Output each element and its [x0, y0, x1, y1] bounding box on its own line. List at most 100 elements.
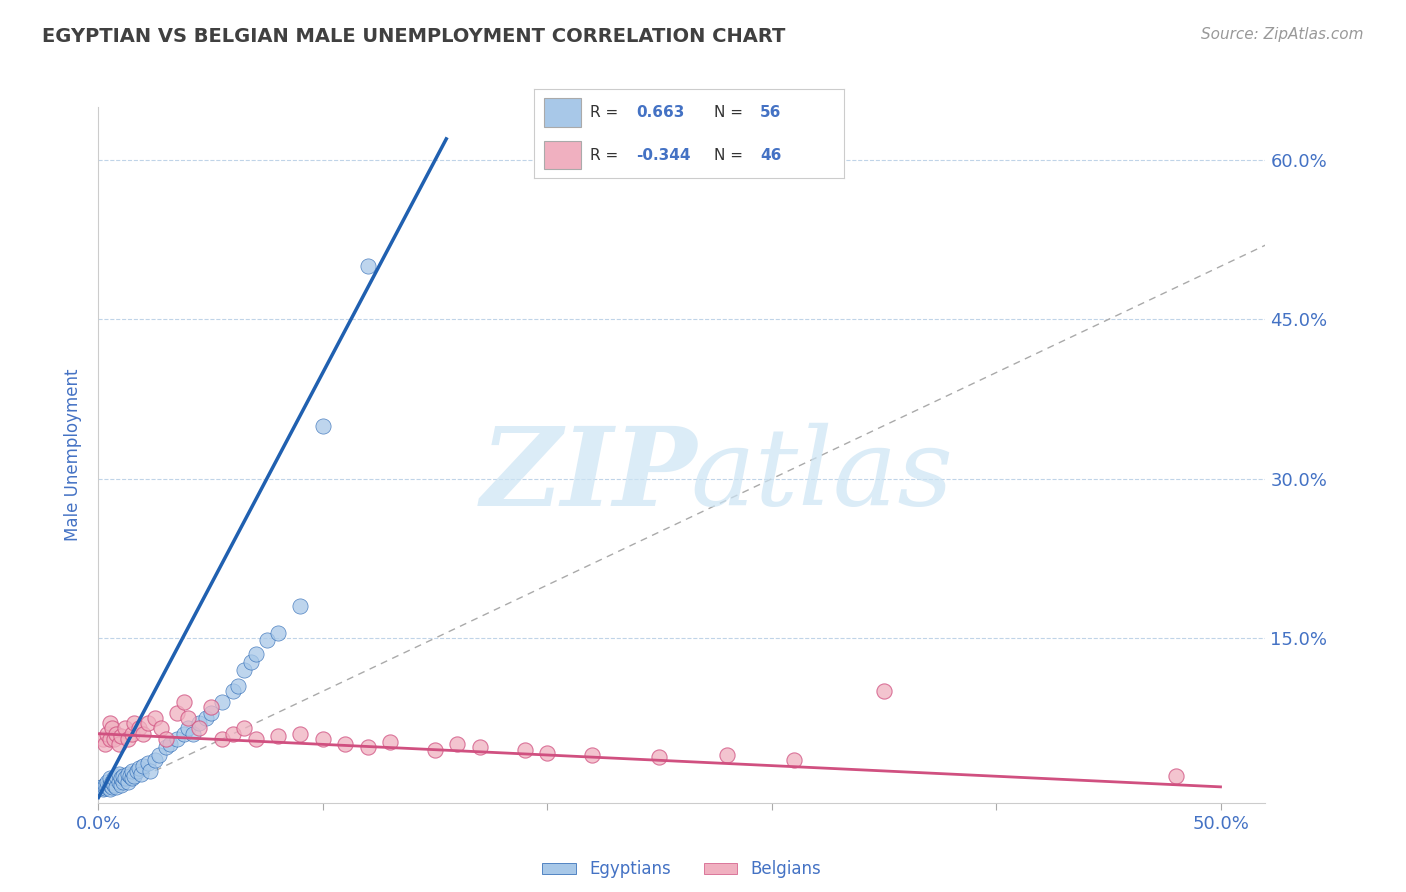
Point	[716, 747, 738, 762]
Point	[117, 774, 139, 789]
Text: -0.344: -0.344	[637, 148, 690, 162]
Text: N =: N =	[714, 148, 742, 162]
Text: 46: 46	[761, 148, 782, 162]
Point	[233, 663, 256, 677]
Point	[136, 756, 159, 771]
Bar	[544, 141, 581, 169]
Point	[118, 769, 141, 783]
Point	[128, 722, 150, 736]
Point	[423, 742, 446, 756]
Point	[245, 647, 267, 661]
Point	[226, 679, 249, 693]
Point	[267, 625, 290, 640]
Point	[112, 774, 135, 789]
Point	[159, 738, 181, 752]
Point	[107, 767, 129, 781]
Point	[98, 778, 121, 792]
Point	[873, 684, 896, 698]
Point	[129, 767, 152, 781]
Point	[117, 767, 139, 781]
Text: 0.663: 0.663	[637, 105, 685, 120]
Point	[357, 260, 380, 274]
Point	[233, 722, 256, 736]
Point	[121, 727, 143, 741]
Point	[139, 764, 162, 778]
Point	[103, 772, 125, 786]
Point	[124, 769, 146, 783]
Point	[121, 772, 143, 786]
Point	[112, 769, 135, 783]
Text: ZIP: ZIP	[481, 422, 697, 530]
Point	[110, 772, 132, 786]
Point	[136, 716, 159, 731]
Point	[94, 778, 117, 792]
Point	[335, 738, 357, 752]
Text: N =: N =	[714, 105, 742, 120]
Point	[536, 746, 558, 760]
Point	[107, 738, 129, 752]
Point	[132, 758, 155, 772]
Point	[245, 732, 267, 747]
Point	[90, 780, 112, 794]
Point	[94, 738, 117, 752]
Point	[98, 772, 121, 786]
Point	[446, 738, 468, 752]
Point	[155, 739, 177, 754]
Point	[290, 727, 312, 741]
Point	[188, 722, 211, 736]
Point	[267, 729, 290, 743]
Point	[94, 780, 117, 795]
Point	[177, 711, 200, 725]
Point	[132, 727, 155, 741]
Point	[222, 727, 245, 741]
Point	[117, 732, 139, 747]
Point	[240, 655, 263, 669]
Point	[121, 764, 143, 778]
Point	[143, 711, 166, 725]
Point	[211, 695, 233, 709]
Point	[128, 761, 150, 775]
Point	[103, 778, 125, 792]
Point	[101, 722, 124, 736]
Point	[312, 418, 335, 433]
Point	[222, 684, 245, 698]
Point	[125, 764, 148, 778]
Point	[98, 716, 121, 731]
Point	[1164, 769, 1187, 783]
Point	[173, 727, 195, 741]
Point	[256, 633, 278, 648]
Text: atlas: atlas	[690, 423, 953, 528]
Point	[124, 716, 146, 731]
Point	[105, 727, 128, 741]
Point	[98, 732, 121, 747]
Point	[581, 747, 603, 762]
Point	[96, 727, 118, 741]
Point	[177, 722, 200, 736]
Point	[98, 782, 121, 797]
Point	[290, 599, 312, 614]
Point	[173, 695, 195, 709]
Point	[96, 774, 118, 789]
Point	[155, 732, 177, 747]
Text: Source: ZipAtlas.com: Source: ZipAtlas.com	[1201, 27, 1364, 42]
Point	[783, 753, 806, 767]
Point	[114, 722, 136, 736]
Point	[166, 706, 188, 720]
Point	[188, 716, 211, 731]
Point	[96, 780, 118, 794]
Point	[468, 739, 491, 754]
Point	[114, 772, 136, 786]
Point	[105, 780, 128, 794]
Y-axis label: Male Unemployment: Male Unemployment	[65, 368, 83, 541]
Point	[110, 778, 132, 792]
Point	[107, 774, 129, 789]
Legend: Egyptians, Belgians: Egyptians, Belgians	[536, 854, 828, 885]
Point	[200, 700, 222, 714]
Point	[211, 732, 233, 747]
Text: R =: R =	[591, 105, 619, 120]
Bar	[544, 98, 581, 127]
Point	[101, 774, 124, 789]
Text: R =: R =	[591, 148, 619, 162]
Point	[110, 729, 132, 743]
Point	[150, 722, 173, 736]
